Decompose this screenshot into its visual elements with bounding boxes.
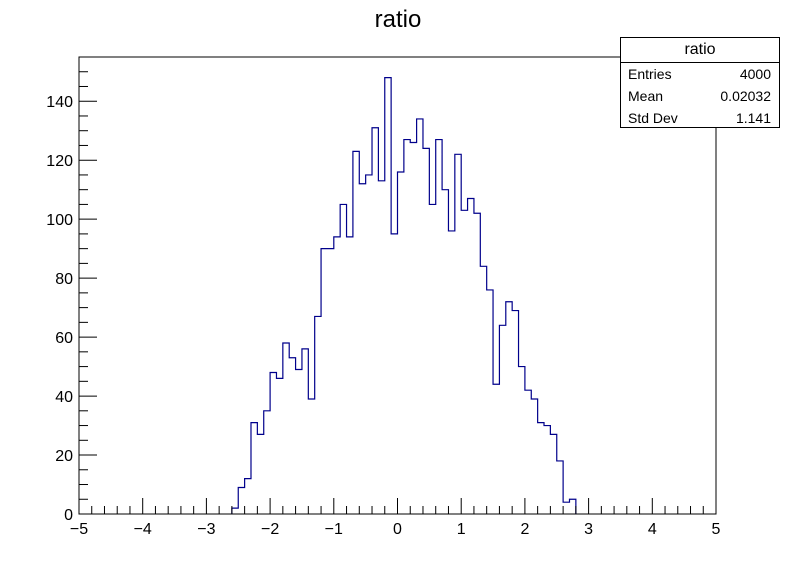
stats-std-label: Std Dev (628, 110, 678, 126)
histogram-bin (442, 190, 448, 514)
y-tick-label: 100 (46, 212, 73, 229)
histogram-bin (468, 199, 474, 514)
histogram-outline (231, 77, 577, 514)
y-tick-label: 140 (46, 94, 73, 111)
histogram-bin (480, 266, 486, 514)
stats-std-value: 1.141 (735, 110, 771, 126)
histogram-bin (359, 184, 365, 514)
histogram-bin (353, 151, 359, 514)
histogram-bin (512, 311, 518, 514)
stats-row-std: Std Dev 1.141 (621, 107, 779, 129)
histogram-bin (506, 302, 512, 514)
histogram-bin (436, 140, 442, 514)
histogram-bin (270, 372, 276, 514)
stats-title: ratio (621, 38, 779, 63)
histogram-bin (245, 479, 251, 514)
x-tick-label: −4 (134, 521, 152, 538)
histogram-bin (538, 423, 544, 514)
histogram-bin (385, 78, 391, 514)
y-tick-label: 20 (55, 448, 73, 465)
histogram-bin (391, 234, 397, 514)
x-tick-label: 3 (584, 521, 593, 538)
histogram-bin (499, 325, 505, 514)
histogram-bin (455, 154, 461, 514)
stats-mean-label: Mean (628, 88, 664, 104)
histogram-bin (569, 499, 575, 514)
x-tick-label: −5 (70, 521, 88, 538)
histogram-bin (321, 249, 327, 514)
histogram-bin (232, 508, 238, 514)
y-tick-label: 120 (46, 153, 73, 170)
x-tick-label: 0 (393, 521, 402, 538)
x-tick-label: −1 (325, 521, 343, 538)
histogram-bin (302, 349, 308, 514)
histogram-bin (493, 384, 499, 514)
stats-mean-value: 0.02032 (720, 88, 771, 104)
histogram-bin (423, 148, 429, 514)
histogram-bin (563, 502, 569, 514)
histogram-bin (264, 411, 270, 514)
histogram-bin (315, 316, 321, 514)
histogram-bin (238, 487, 244, 514)
y-tick-label: 0 (64, 507, 73, 524)
stats-row-entries: Entries 4000 (621, 63, 779, 85)
histogram-bin (296, 370, 302, 514)
histogram-bin (544, 426, 550, 514)
histogram-bin (410, 143, 416, 514)
histogram-bin (417, 119, 423, 514)
histogram-bin (550, 434, 556, 514)
histogram-bin (251, 423, 257, 514)
histogram-bin (327, 249, 333, 514)
histogram-bin (340, 204, 346, 514)
x-tick-label: 2 (520, 521, 529, 538)
histogram-bin (372, 128, 378, 514)
histogram-bin (557, 461, 563, 514)
histogram-bin (487, 290, 493, 514)
stats-entries-value: 4000 (739, 66, 771, 82)
histogram-bin (519, 367, 525, 514)
y-tick-label: 60 (55, 330, 73, 347)
histogram-bin (398, 172, 404, 514)
histogram-bin (404, 140, 410, 514)
stats-row-mean: Mean 0.02032 (621, 85, 779, 107)
histogram-bin (289, 358, 295, 514)
stats-entries-label: Entries (628, 66, 672, 82)
histogram-bin (257, 434, 263, 514)
histogram-bin (378, 181, 384, 514)
histogram-bin (461, 210, 467, 514)
x-tick-label: −3 (197, 521, 215, 538)
histogram-bin (429, 204, 435, 514)
histogram-bin (366, 175, 372, 514)
chart-title: ratio (374, 6, 422, 33)
x-tick-label: −2 (261, 521, 279, 538)
y-tick-label: 80 (55, 271, 73, 288)
y-tick-label: 40 (55, 389, 73, 406)
x-tick-label: 5 (712, 521, 721, 538)
x-tick-label: 4 (648, 521, 657, 538)
histogram-bin (308, 399, 314, 514)
stats-box: ratio Entries 4000 Mean 0.02032 Std Dev … (620, 37, 780, 128)
x-tick-label: 1 (457, 521, 466, 538)
histogram-bin (334, 237, 340, 514)
histogram-bin (347, 237, 353, 514)
histogram-bin (283, 343, 289, 514)
histogram-bin (525, 390, 531, 514)
histogram-bin (276, 378, 282, 514)
histogram-bin (474, 213, 480, 514)
histogram-bin (448, 231, 454, 514)
histogram-bin (531, 399, 537, 514)
